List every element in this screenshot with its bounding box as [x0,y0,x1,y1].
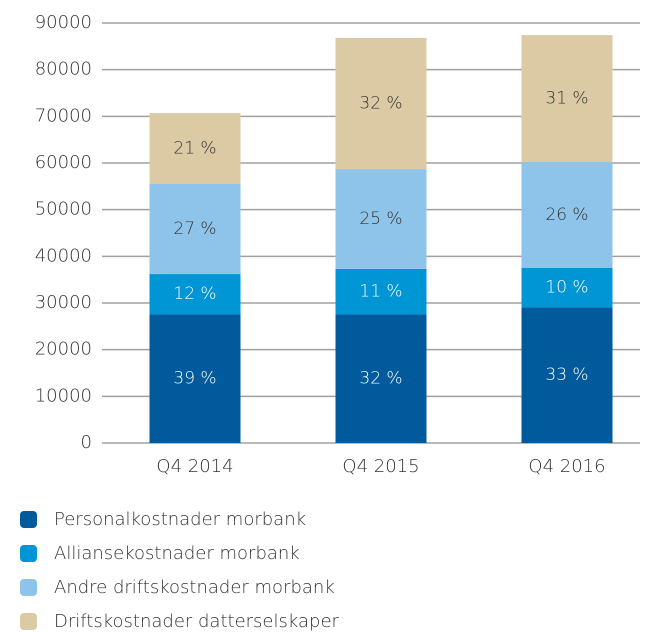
data-label: 27 % [173,219,216,239]
bar-segment [149,113,241,184]
legend-label: Personalkostnader morbank [54,509,306,530]
data-label: 39 % [173,369,216,389]
bar-segment [335,268,427,315]
legend-swatch [20,579,37,596]
data-label: 33 % [545,365,588,385]
bar-segment [521,268,613,308]
y-tick-label: 50000 [35,199,92,220]
y-tick-label: 20000 [35,339,92,360]
x-tick-label: Q4 2016 [528,456,605,477]
data-label: 32 % [359,94,402,114]
legend-label: Driftskostnader datterselskaper [54,611,340,632]
bar-segment [149,314,241,443]
y-tick-label: 70000 [35,105,92,126]
bar-segment [521,162,613,268]
data-label: 32 % [359,369,402,389]
data-label: 26 % [545,205,588,225]
bar-segment [335,37,427,170]
y-tick-label: 90000 [35,12,92,33]
data-label: 25 % [359,209,402,229]
bar-segment [149,274,241,315]
legend-swatch [20,511,37,528]
y-tick-label: 10000 [35,385,92,406]
data-label: 11 % [359,282,402,302]
data-label: 10 % [545,278,588,298]
legend-swatch [20,545,37,562]
data-label: 21 % [173,139,216,159]
data-label: 31 % [545,89,588,109]
y-tick-label: 30000 [35,292,92,313]
bar-segment [335,314,427,443]
y-tick-label: 0 [81,432,92,453]
x-tick-label: Q4 2015 [342,456,419,477]
bar-segment [335,169,427,269]
bar-segment [149,184,241,275]
bar-segment [521,307,613,443]
data-label: 12 % [173,284,216,304]
y-tick-label: 40000 [35,245,92,266]
y-tick-label: 60000 [35,152,92,173]
x-tick-label: Q4 2014 [156,456,233,477]
legend-label: Alliansekostnader morbank [54,543,300,564]
bar-segment [521,35,613,163]
legend-swatch [20,613,37,630]
legend-label: Andre driftskostnader morbank [54,577,335,598]
y-tick-label: 80000 [35,59,92,80]
